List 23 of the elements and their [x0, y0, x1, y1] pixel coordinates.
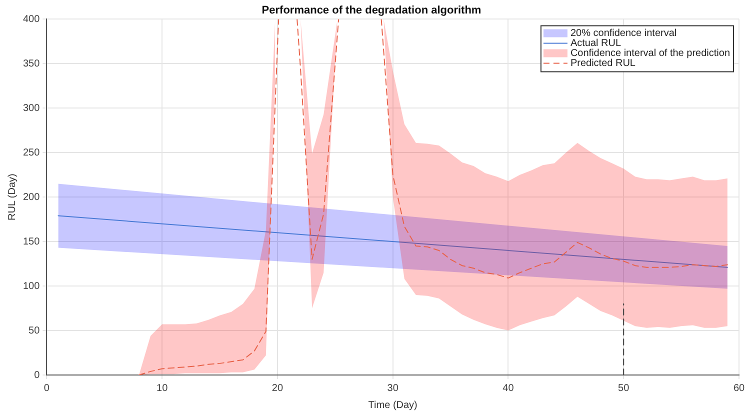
- y-tick-label: 200: [22, 192, 40, 203]
- y-tick-label: 0: [34, 370, 40, 381]
- x-tick-label: 30: [387, 382, 399, 394]
- legend-label: Confidence interval of the prediction: [570, 48, 730, 59]
- y-axis-title: RUL (Day): [6, 174, 18, 221]
- legend-label: Predicted RUL: [570, 58, 636, 69]
- legend-label: 20% confidence interval: [570, 28, 677, 39]
- y-tick-label: 150: [22, 236, 40, 248]
- x-tick-label: 50: [618, 382, 630, 394]
- chart-title: Performance of the degradation algorithm: [262, 4, 482, 17]
- legend-label: Actual RUL: [570, 38, 622, 49]
- y-tick-label: 350: [22, 58, 40, 70]
- y-tick-label: 400: [22, 14, 40, 25]
- x-tick-label: 0: [44, 382, 50, 394]
- y-tick-label: 50: [28, 325, 40, 336]
- y-tick-label: 100: [22, 280, 40, 292]
- x-tick-label: 60: [733, 382, 745, 394]
- x-axis-title: Time (Day): [368, 400, 418, 411]
- y-tick-label: 250: [22, 147, 40, 158]
- x-tick-label: 20: [272, 382, 284, 394]
- y-tick-label: 300: [22, 102, 40, 114]
- x-tick-label: 40: [502, 382, 514, 394]
- x-tick-label: 10: [156, 382, 168, 394]
